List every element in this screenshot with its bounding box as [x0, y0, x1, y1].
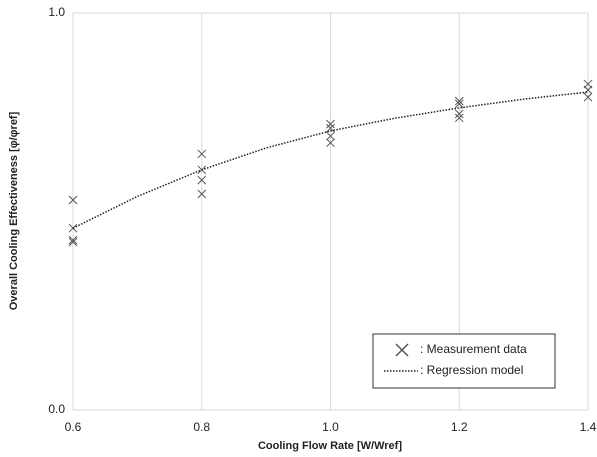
regression-line: [72, 91, 589, 229]
marker: [583, 92, 593, 102]
legend-label: : Regression model: [420, 363, 523, 377]
legend-box: [372, 333, 556, 389]
marker: [197, 189, 207, 199]
y-axis-label: Overall Cooling Effectiveness [φ/φref]: [8, 111, 20, 310]
marker: [454, 99, 464, 109]
x-tick-label: 1.4: [580, 420, 597, 434]
marker: [68, 237, 78, 247]
marker: [326, 123, 335, 133]
y-tick-label: 1.0: [48, 5, 65, 19]
marker: [326, 119, 335, 129]
marker: [454, 96, 464, 106]
marker: [583, 85, 593, 95]
x-tick-label: 0.6: [65, 420, 82, 434]
x-tick-label: 0.8: [193, 420, 210, 434]
x-axis-label: Cooling Flow Rate [W/Wref]: [258, 440, 402, 452]
x-tick-label: 1.0: [322, 420, 339, 434]
legend-label: : Measurement data: [420, 342, 527, 356]
marker: [326, 138, 335, 148]
marker: [68, 195, 78, 205]
legend-symbol: [395, 343, 409, 357]
y-tick-label: 0.0: [48, 402, 65, 416]
marker: [68, 235, 78, 245]
marker: [326, 131, 335, 141]
x-tick-label: 1.2: [451, 420, 468, 434]
marker: [197, 149, 207, 159]
marker: [454, 113, 464, 123]
marker: [197, 175, 207, 185]
marker: [454, 109, 464, 119]
